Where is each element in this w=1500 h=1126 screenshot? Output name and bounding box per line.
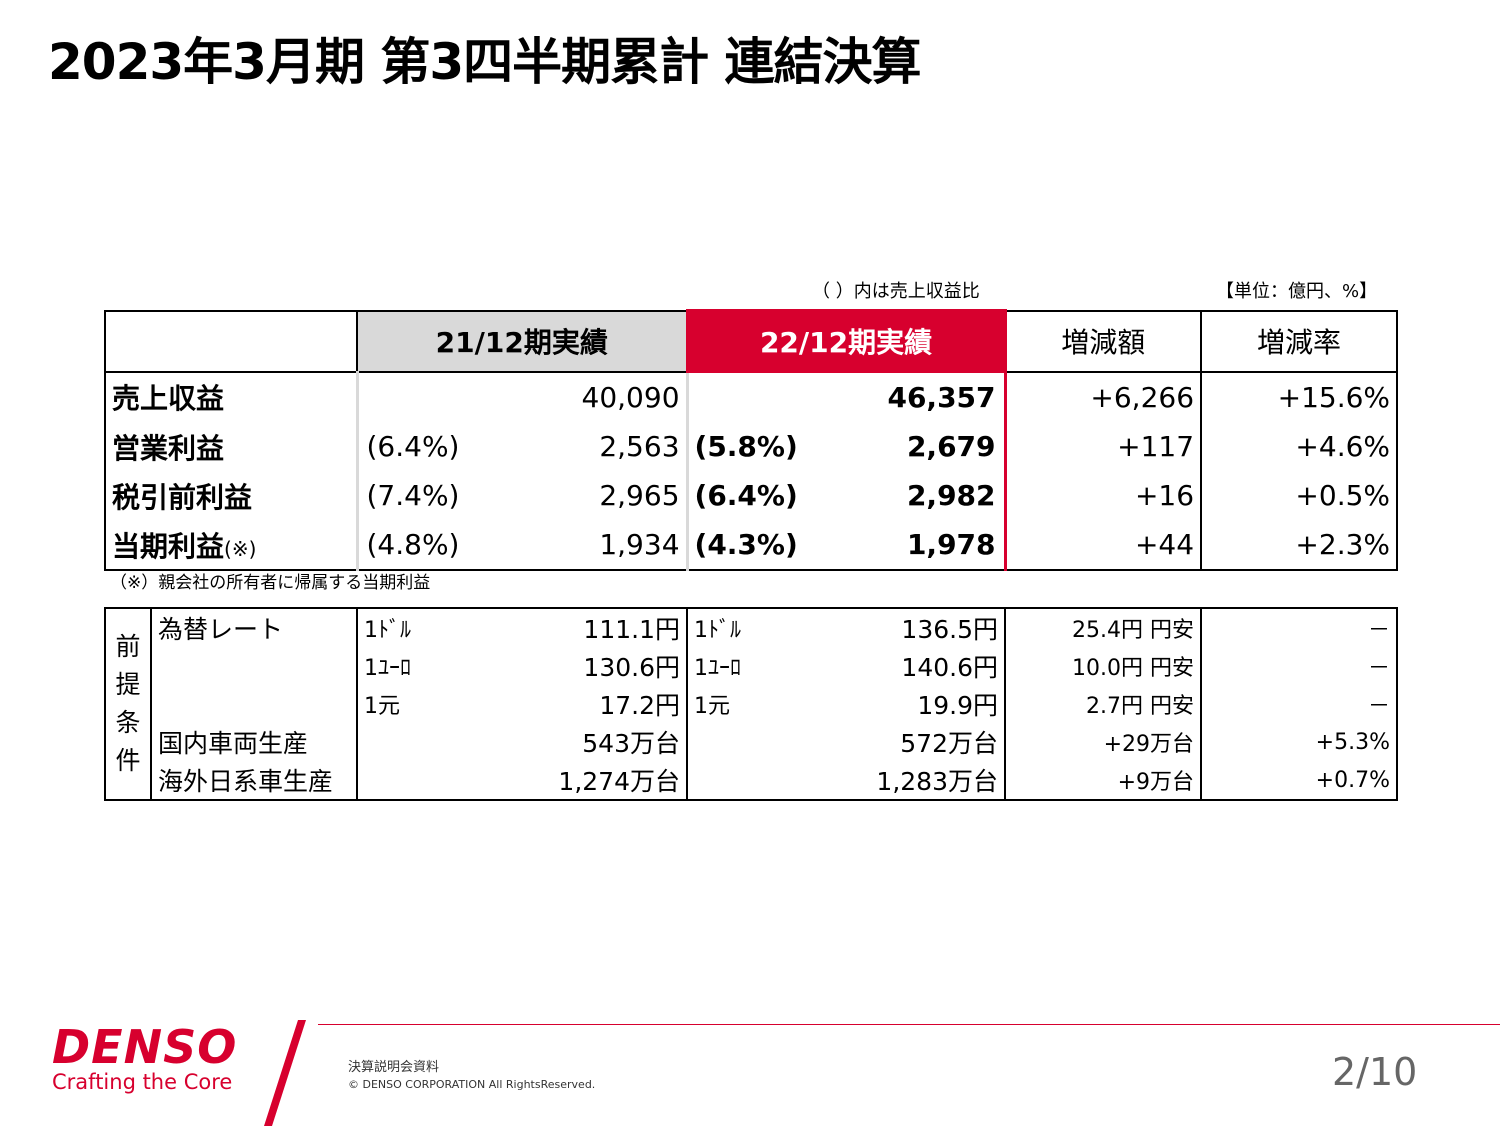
header-change: 増減額 <box>1004 309 1203 373</box>
current-value: 1,283万台 <box>795 761 1006 800</box>
results-table: 21/12期実績 22/12期実績 増減額 増減率 売上収益 40,090 46… <box>104 309 1399 571</box>
slash-decoration <box>264 1020 306 1126</box>
current-unit <box>687 761 795 800</box>
change-value: +29万台 <box>1005 723 1202 761</box>
change-value: 2.7円 円安 <box>1005 685 1202 723</box>
header-blank <box>104 309 358 373</box>
prev-value: 130.6円 <box>457 647 688 685</box>
prev-value: 2,965 <box>457 471 689 520</box>
rate-value: － <box>1367 694 1390 719</box>
prev-value: 17.2円 <box>457 685 688 723</box>
prev-ratio: (7.4%) <box>355 471 459 520</box>
condition-label <box>151 685 358 723</box>
current-unit <box>687 723 795 761</box>
prev-value: 543万台 <box>457 723 688 761</box>
prev-unit <box>357 723 457 761</box>
prev-value: 1,274万台 <box>457 761 688 800</box>
change-value: 10.0円 円安 <box>1005 647 1202 685</box>
prev-unit: 1ﾄﾞﾙ <box>364 618 411 643</box>
rate-value: +2.3% <box>1200 520 1399 571</box>
assumption-row: 海外日系車生産 1,274万台 1,283万台 +9万台 +0.7% <box>105 761 1397 800</box>
prev-ratio: (6.4%) <box>355 422 459 471</box>
unit-note: 【単位：億円、%】 <box>1216 281 1378 302</box>
prev-unit: 1ﾕｰﾛ <box>364 656 411 681</box>
current-value: 1,978 <box>795 520 1007 571</box>
condition-label: 為替レート <box>151 608 358 647</box>
copyright: © DENSO CORPORATION All RightsReserved. <box>348 1078 596 1091</box>
row-label: 当期利益 <box>112 529 225 563</box>
header-current: 22/12期実績 <box>685 309 1007 373</box>
assumptions-table: 前 提 条 件 為替レート 1ﾄﾞﾙ 111.1円 1ﾄﾞﾙ 136.5円 25… <box>104 607 1398 801</box>
table-row: 営業利益 (6.4%) 2,563 (5.8%) 2,679 +117 +4.6… <box>104 422 1399 471</box>
rate-value: +0.5% <box>1200 471 1399 520</box>
row-label: 税引前利益 <box>104 471 358 520</box>
rate-value: － <box>1367 656 1390 681</box>
rate-value: － <box>1367 618 1390 643</box>
prev-value: 40,090 <box>457 371 689 422</box>
row-label: 営業利益 <box>104 422 358 471</box>
rate-value: +0.7% <box>1315 767 1390 793</box>
current-value: 136.5円 <box>795 608 1006 647</box>
footer-divider <box>318 1024 1500 1025</box>
current-value: 46,357 <box>795 371 1007 422</box>
current-value: 572万台 <box>795 723 1006 761</box>
page-number: 2/10 <box>1332 1050 1418 1094</box>
assumption-row: 1ﾕｰﾛ 130.6円 1ﾕｰﾛ 140.6円 10.0円 円安 － <box>105 647 1397 685</box>
assumption-row: 1元 17.2円 1元 19.9円 2.7円 円安 － <box>105 685 1397 723</box>
ratio-note: （ ）内は売上収益比 <box>812 281 980 302</box>
change-value: +6,266 <box>1004 371 1203 422</box>
condition-label <box>151 647 358 685</box>
tagline: Crafting the Core <box>52 1070 233 1094</box>
table-header-row: 21/12期実績 22/12期実績 増減額 増減率 <box>104 309 1399 373</box>
side-char: 前 <box>115 632 141 661</box>
prev-value: 1,934 <box>457 520 689 571</box>
rate-value: +15.6% <box>1200 371 1399 422</box>
row-label-cell: 当期利益(※) <box>104 520 358 571</box>
current-value: 2,679 <box>795 422 1007 471</box>
change-value: +44 <box>1004 520 1203 571</box>
change-value: 25.4円 円安 <box>1005 608 1202 647</box>
side-char: 提 <box>115 670 141 699</box>
rate-value: +4.6% <box>1200 422 1399 471</box>
table-row: 当期利益(※) (4.8%) 1,934 (4.3%) 1,978 +44 +2… <box>104 520 1399 571</box>
prev-unit: 1元 <box>364 694 400 719</box>
assumption-row: 前 提 条 件 為替レート 1ﾄﾞﾙ 111.1円 1ﾄﾞﾙ 136.5円 25… <box>105 608 1397 800</box>
table-row: 税引前利益 (7.4%) 2,965 (6.4%) 2,982 +16 +0.5… <box>104 471 1399 520</box>
prev-ratio: (4.8%) <box>355 520 459 571</box>
prev-unit <box>357 761 457 800</box>
side-char: 件 <box>115 746 141 775</box>
current-unit: 1ﾕｰﾛ <box>694 656 741 681</box>
header-rate: 増減率 <box>1200 309 1399 373</box>
side-char: 条 <box>115 708 141 737</box>
prev-value: 2,563 <box>457 422 689 471</box>
current-ratio <box>685 371 796 422</box>
change-value: +117 <box>1004 422 1203 471</box>
prev-ratio <box>355 371 457 422</box>
current-value: 19.9円 <box>795 685 1006 723</box>
condition-label: 国内車両生産 <box>151 723 358 761</box>
current-value: 2,982 <box>795 471 1007 520</box>
current-ratio: (4.3%) <box>685 520 798 571</box>
row-label: 売上収益 <box>104 371 358 422</box>
denso-logo: DENSO <box>52 1020 238 1074</box>
condition-label: 海外日系車生産 <box>151 761 358 800</box>
page-title: 2023年3月期 第3四半期累計 連結決算 <box>48 33 922 91</box>
assumptions-side-label: 前 提 条 件 <box>105 608 152 800</box>
rate-value: +5.3% <box>1315 729 1390 755</box>
table-row: 売上収益 40,090 46,357 +6,266 +15.6% <box>104 371 1399 422</box>
current-ratio: (6.4%) <box>685 471 798 520</box>
current-ratio: (5.8%) <box>685 422 798 471</box>
change-value: +9万台 <box>1005 761 1202 800</box>
document-name: 決算説明会資料 <box>348 1060 440 1075</box>
change-value: +16 <box>1004 471 1203 520</box>
prev-value: 111.1円 <box>457 608 688 647</box>
footnote: （※）親会社の所有者に帰属する当期利益 <box>110 573 431 593</box>
assumption-row: 国内車両生産 543万台 572万台 +29万台 +5.3% <box>105 723 1397 761</box>
header-prev: 21/12期実績 <box>357 309 688 373</box>
current-unit: 1元 <box>694 694 730 719</box>
current-value: 140.6円 <box>795 647 1006 685</box>
current-unit: 1ﾄﾞﾙ <box>694 618 741 643</box>
footnote-marker: (※) <box>224 536 257 561</box>
